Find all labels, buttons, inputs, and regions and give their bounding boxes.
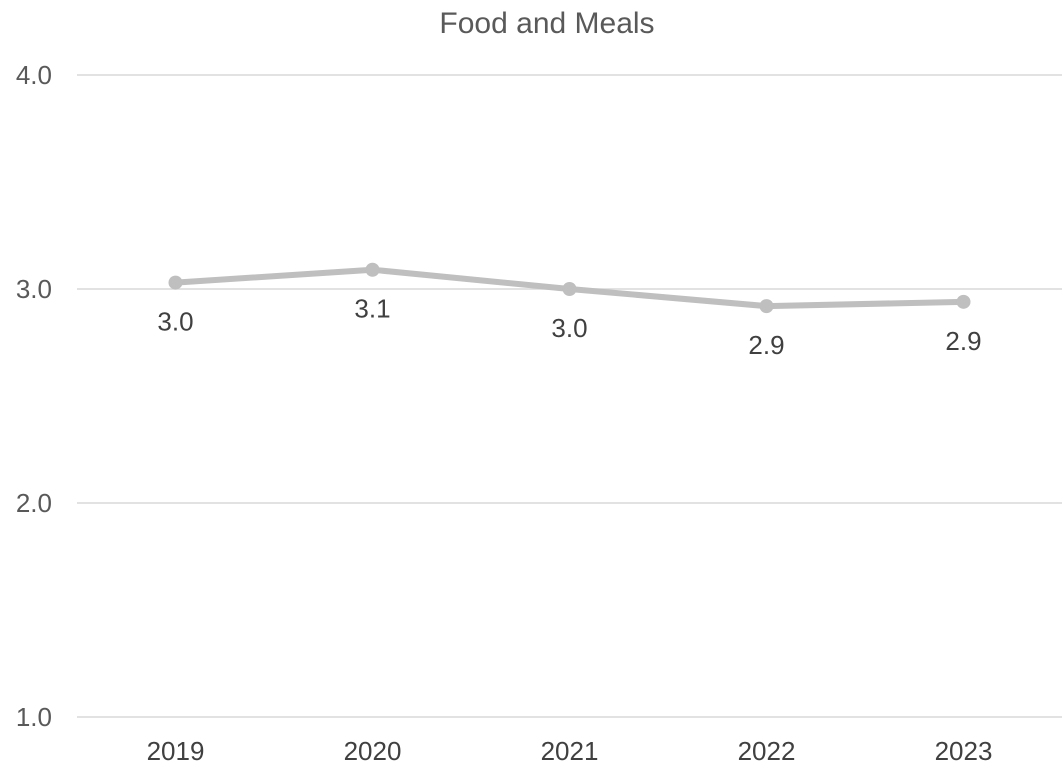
- data-label: 3.0: [551, 313, 587, 343]
- data-label: 2.9: [945, 326, 981, 356]
- x-tick-label: 2023: [935, 736, 993, 766]
- y-tick-label: 3.0: [16, 274, 52, 304]
- data-point: [365, 262, 380, 277]
- series-food-and-meals: [168, 262, 971, 314]
- x-tick-label: 2022: [738, 736, 796, 766]
- x-axis: 2019 2020 2021 2022 2023: [147, 736, 993, 766]
- data-label: 2.9: [748, 330, 784, 360]
- gridlines: [77, 74, 1062, 718]
- data-point: [759, 299, 774, 314]
- y-tick-label: 4.0: [16, 60, 52, 90]
- data-point: [168, 275, 183, 290]
- x-tick-label: 2021: [541, 736, 599, 766]
- chart-title: Food and Meals: [439, 7, 654, 40]
- data-point: [562, 282, 577, 296]
- x-tick-label: 2019: [147, 736, 205, 766]
- data-point: [956, 294, 971, 309]
- y-tick-label: 2.0: [16, 488, 52, 518]
- data-label: 3.1: [354, 294, 390, 324]
- x-tick-label: 2020: [344, 736, 402, 766]
- y-tick-label: 1.0: [16, 702, 52, 732]
- data-labels: 3.0 3.1 3.0 2.9 2.9: [157, 294, 981, 360]
- y-axis: 1.0 2.0 3.0 4.0: [16, 60, 52, 732]
- data-label: 3.0: [157, 307, 193, 337]
